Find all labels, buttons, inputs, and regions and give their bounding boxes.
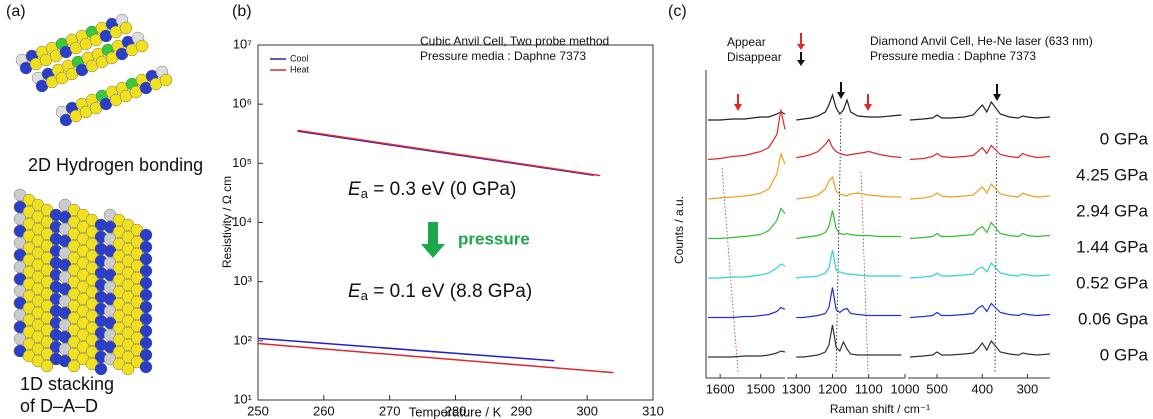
equation: Ea = 0.3 eV (0 GPa) bbox=[348, 179, 516, 201]
atom bbox=[159, 73, 173, 87]
equation-subscript: a bbox=[361, 288, 369, 303]
plot-frame bbox=[257, 44, 654, 401]
x-tick-label: 310 bbox=[642, 403, 664, 418]
panel-label: (a) bbox=[6, 3, 26, 20]
spectrum bbox=[909, 221, 1051, 240]
spectrum bbox=[909, 100, 1051, 121]
x-tick-label: 290 bbox=[510, 403, 532, 418]
x-tick-label: 1500 bbox=[746, 381, 775, 396]
atom bbox=[67, 359, 81, 373]
annotation: pressure bbox=[458, 229, 530, 248]
x-tick-label: 400 bbox=[971, 381, 993, 396]
x-tick-label: 280 bbox=[445, 403, 467, 418]
spectrum bbox=[707, 109, 786, 161]
spectrum bbox=[708, 350, 786, 358]
spectrum bbox=[796, 287, 902, 319]
spectrum bbox=[708, 111, 786, 121]
spectrum bbox=[909, 339, 1051, 358]
spectrum bbox=[796, 324, 902, 358]
atom bbox=[135, 39, 149, 53]
spectrum bbox=[707, 151, 786, 200]
caption: 2D Hydrogen bonding bbox=[28, 155, 203, 175]
atom bbox=[94, 362, 108, 376]
series-label: 0 GPa bbox=[1100, 345, 1149, 364]
equation-symbol: E bbox=[348, 179, 361, 200]
guide-lines bbox=[721, 117, 998, 373]
pressure-arrow bbox=[421, 222, 445, 258]
arrows bbox=[734, 33, 1001, 111]
x-tick-label: 270 bbox=[379, 403, 401, 418]
molecule-illustration bbox=[13, 13, 173, 376]
equation-text: = 0.3 eV (0 GPa) bbox=[368, 179, 516, 200]
x-tick-label: 250 bbox=[247, 403, 269, 418]
x-tick-label: 1600 bbox=[706, 381, 735, 396]
legend-label: Cool bbox=[290, 53, 309, 63]
legend-label: Heat bbox=[290, 64, 310, 74]
series-label: 0 GPa bbox=[1100, 129, 1149, 148]
atom bbox=[139, 360, 153, 374]
spectrum bbox=[796, 210, 902, 240]
series-label: 1.44 GPa bbox=[1076, 237, 1148, 256]
series-label: 0.06 Gpa bbox=[1078, 309, 1148, 328]
spectrum bbox=[909, 144, 1051, 161]
annotation: Pressure media : Daphne 7373 bbox=[870, 49, 1036, 63]
spectrum bbox=[708, 306, 786, 319]
atom bbox=[40, 359, 54, 373]
spectrum bbox=[909, 182, 1051, 200]
y-axis-label: Counts / a.u. bbox=[672, 196, 686, 264]
series-line bbox=[297, 129, 601, 177]
equation-symbol: E bbox=[348, 281, 361, 302]
x-tick-label: 1000 bbox=[891, 381, 920, 396]
x-tick-label: 1200 bbox=[818, 381, 847, 396]
spectrum bbox=[909, 261, 1051, 279]
caption: 1D stacking bbox=[20, 374, 114, 394]
atom bbox=[121, 362, 135, 376]
atom bbox=[119, 21, 133, 35]
equation-text: = 0.1 eV (8.8 GPa) bbox=[368, 281, 532, 302]
equation-subscript: a bbox=[361, 186, 369, 201]
x-tick-label: 300 bbox=[1017, 381, 1039, 396]
x-tick-label: 300 bbox=[576, 403, 598, 418]
annotation: Pressure media : Daphne 7373 bbox=[420, 49, 586, 63]
series-label: 0.52 GPa bbox=[1076, 273, 1148, 292]
x-tick-label: 1300 bbox=[782, 381, 811, 396]
x-tick-label: 260 bbox=[313, 403, 335, 418]
x-tick-label: 500 bbox=[926, 381, 948, 396]
panel-label: (c) bbox=[668, 3, 687, 20]
annotation: Disappear bbox=[727, 50, 782, 64]
panel-label: (b) bbox=[232, 3, 252, 20]
series-line bbox=[257, 337, 555, 362]
spectrum bbox=[796, 138, 902, 159]
y-axis-label: Resistivity / Ω cm bbox=[220, 176, 234, 268]
annotation: Diamond Anvil Cell, He-Ne laser (633 nm) bbox=[870, 34, 1093, 48]
x-axis-label: Temperature / K bbox=[409, 404, 502, 419]
series-label: 2.94 GPa bbox=[1076, 201, 1148, 220]
spectrum bbox=[909, 302, 1051, 319]
annotation: Appear bbox=[727, 35, 766, 49]
y-tick-label: 10⁴ bbox=[232, 214, 252, 229]
spectrum bbox=[796, 175, 902, 200]
spectrum bbox=[708, 207, 786, 240]
x-tick-label: 1100 bbox=[855, 381, 883, 396]
y-tick-label: 10⁵ bbox=[232, 155, 252, 170]
series-line bbox=[257, 342, 614, 374]
annotation: Cubic Anvil Cell, Two probe method bbox=[420, 34, 609, 48]
caption: of D–A–D bbox=[20, 396, 98, 416]
equation: Ea = 0.1 eV (8.8 GPa) bbox=[348, 281, 532, 303]
y-tick-label: 10² bbox=[233, 332, 252, 347]
spectrum bbox=[796, 93, 902, 121]
y-tick-label: 10³ bbox=[233, 273, 252, 288]
spectrum bbox=[708, 263, 786, 279]
y-tick-label: 10⁷ bbox=[233, 36, 252, 51]
y-tick-label: 10¹ bbox=[233, 391, 252, 406]
spectrum bbox=[796, 249, 902, 279]
x-axis-label: Raman shift / cm⁻¹ bbox=[830, 402, 930, 416]
series-label: 4.25 GPa bbox=[1076, 165, 1148, 184]
y-tick-label: 10⁶ bbox=[232, 96, 252, 111]
